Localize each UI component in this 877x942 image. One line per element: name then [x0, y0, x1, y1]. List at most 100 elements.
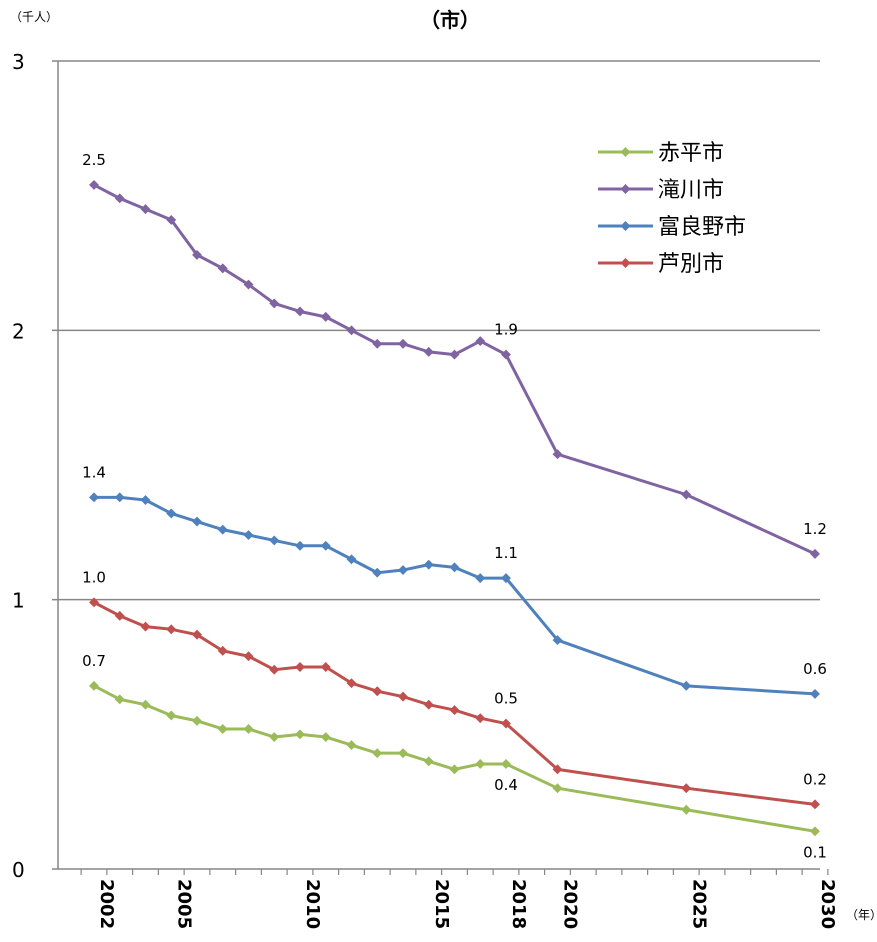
data-point	[140, 699, 151, 710]
data-label: 0.1	[803, 843, 827, 861]
data-point	[449, 764, 460, 775]
x-tick-label: 2030	[817, 879, 838, 929]
data-point	[192, 715, 202, 726]
data-point	[398, 565, 408, 575]
x-unit-label: （年）	[846, 908, 877, 922]
data-point	[449, 349, 460, 360]
data-point	[243, 530, 254, 540]
data-point	[192, 516, 202, 527]
data-point	[501, 759, 511, 769]
data-point	[243, 651, 254, 662]
data-point	[346, 740, 357, 751]
x-tick-label: 2018	[508, 879, 529, 929]
legend-marker	[620, 147, 631, 157]
data-point	[217, 524, 228, 535]
data-point	[475, 759, 486, 769]
x-tick-label: 2005	[173, 879, 194, 929]
y-tick-label: 3	[12, 50, 25, 74]
data-label: 1.2	[803, 520, 827, 538]
data-label: 0.7	[82, 652, 106, 670]
data-point	[192, 249, 202, 260]
data-point	[243, 279, 254, 290]
legend-marker	[620, 258, 631, 268]
data-label: 0.6	[803, 660, 827, 678]
x-tick-label: 2015	[431, 879, 452, 929]
data-point	[295, 306, 305, 317]
data-label: 0.4	[494, 776, 518, 794]
data-point	[398, 748, 408, 759]
data-point	[475, 713, 486, 724]
data-point	[192, 629, 202, 640]
data-point	[346, 678, 357, 689]
data-point	[140, 621, 151, 632]
data-point	[269, 664, 280, 675]
data-point	[320, 540, 331, 551]
data-point	[372, 748, 383, 759]
data-point	[810, 548, 820, 559]
data-point	[295, 662, 305, 672]
data-point	[114, 610, 125, 621]
data-point	[681, 680, 692, 691]
data-point	[475, 573, 486, 584]
data-point	[89, 680, 99, 691]
data-point	[681, 489, 692, 500]
data-point	[114, 694, 125, 705]
y-tick-label: 1	[12, 589, 25, 613]
data-label: 1.1	[494, 544, 518, 562]
data-point	[423, 699, 434, 710]
data-point	[269, 298, 280, 309]
y-unit-label: （千人）	[10, 10, 59, 24]
data-point	[243, 723, 254, 734]
y-tick-label: 2	[12, 319, 25, 343]
legend-label: 富良野市	[658, 215, 746, 240]
series-line	[93, 183, 816, 556]
data-point	[89, 179, 99, 190]
data-point	[552, 449, 563, 460]
legend-marker	[620, 221, 631, 231]
data-point	[423, 756, 434, 767]
data-point	[166, 624, 177, 635]
data-point	[423, 346, 434, 357]
x-tick-label: 2025	[688, 879, 709, 929]
data-point	[295, 729, 305, 740]
data-point	[501, 718, 511, 729]
data-point	[552, 764, 563, 775]
data-point	[501, 573, 511, 584]
x-tick-label: 2020	[560, 879, 581, 929]
data-point	[89, 597, 99, 608]
data-point	[320, 311, 331, 322]
data-point	[269, 732, 280, 742]
legend-label: 赤平市	[658, 141, 724, 166]
data-point	[810, 826, 820, 837]
data-point	[552, 635, 563, 646]
x-tick-label: 2002	[96, 879, 117, 929]
data-point	[681, 804, 692, 815]
legend-label: 滝川市	[658, 178, 724, 203]
data-point	[449, 705, 460, 716]
y-tick-label: 0	[12, 858, 25, 882]
data-point	[140, 204, 151, 215]
series-line	[94, 495, 816, 696]
data-point	[398, 691, 408, 702]
data-point	[501, 349, 511, 360]
data-point	[217, 263, 228, 274]
data-point	[372, 567, 383, 578]
data-point	[166, 214, 177, 225]
data-point	[346, 325, 357, 336]
data-label: 1.9	[494, 321, 518, 339]
data-point	[295, 540, 305, 551]
data-point	[114, 492, 125, 503]
data-label: 1.4	[82, 463, 106, 481]
series-line	[93, 601, 816, 806]
data-label: 0.2	[803, 770, 827, 788]
data-label: 1.0	[82, 568, 106, 586]
legend-label: 芦別市	[658, 252, 724, 277]
data-point	[320, 662, 331, 672]
data-point	[423, 559, 434, 570]
data-label: 0.5	[494, 690, 518, 708]
chart-title: （市）	[420, 8, 480, 32]
data-label: 2.5	[82, 151, 106, 169]
data-point	[681, 783, 692, 794]
data-point	[810, 688, 820, 699]
